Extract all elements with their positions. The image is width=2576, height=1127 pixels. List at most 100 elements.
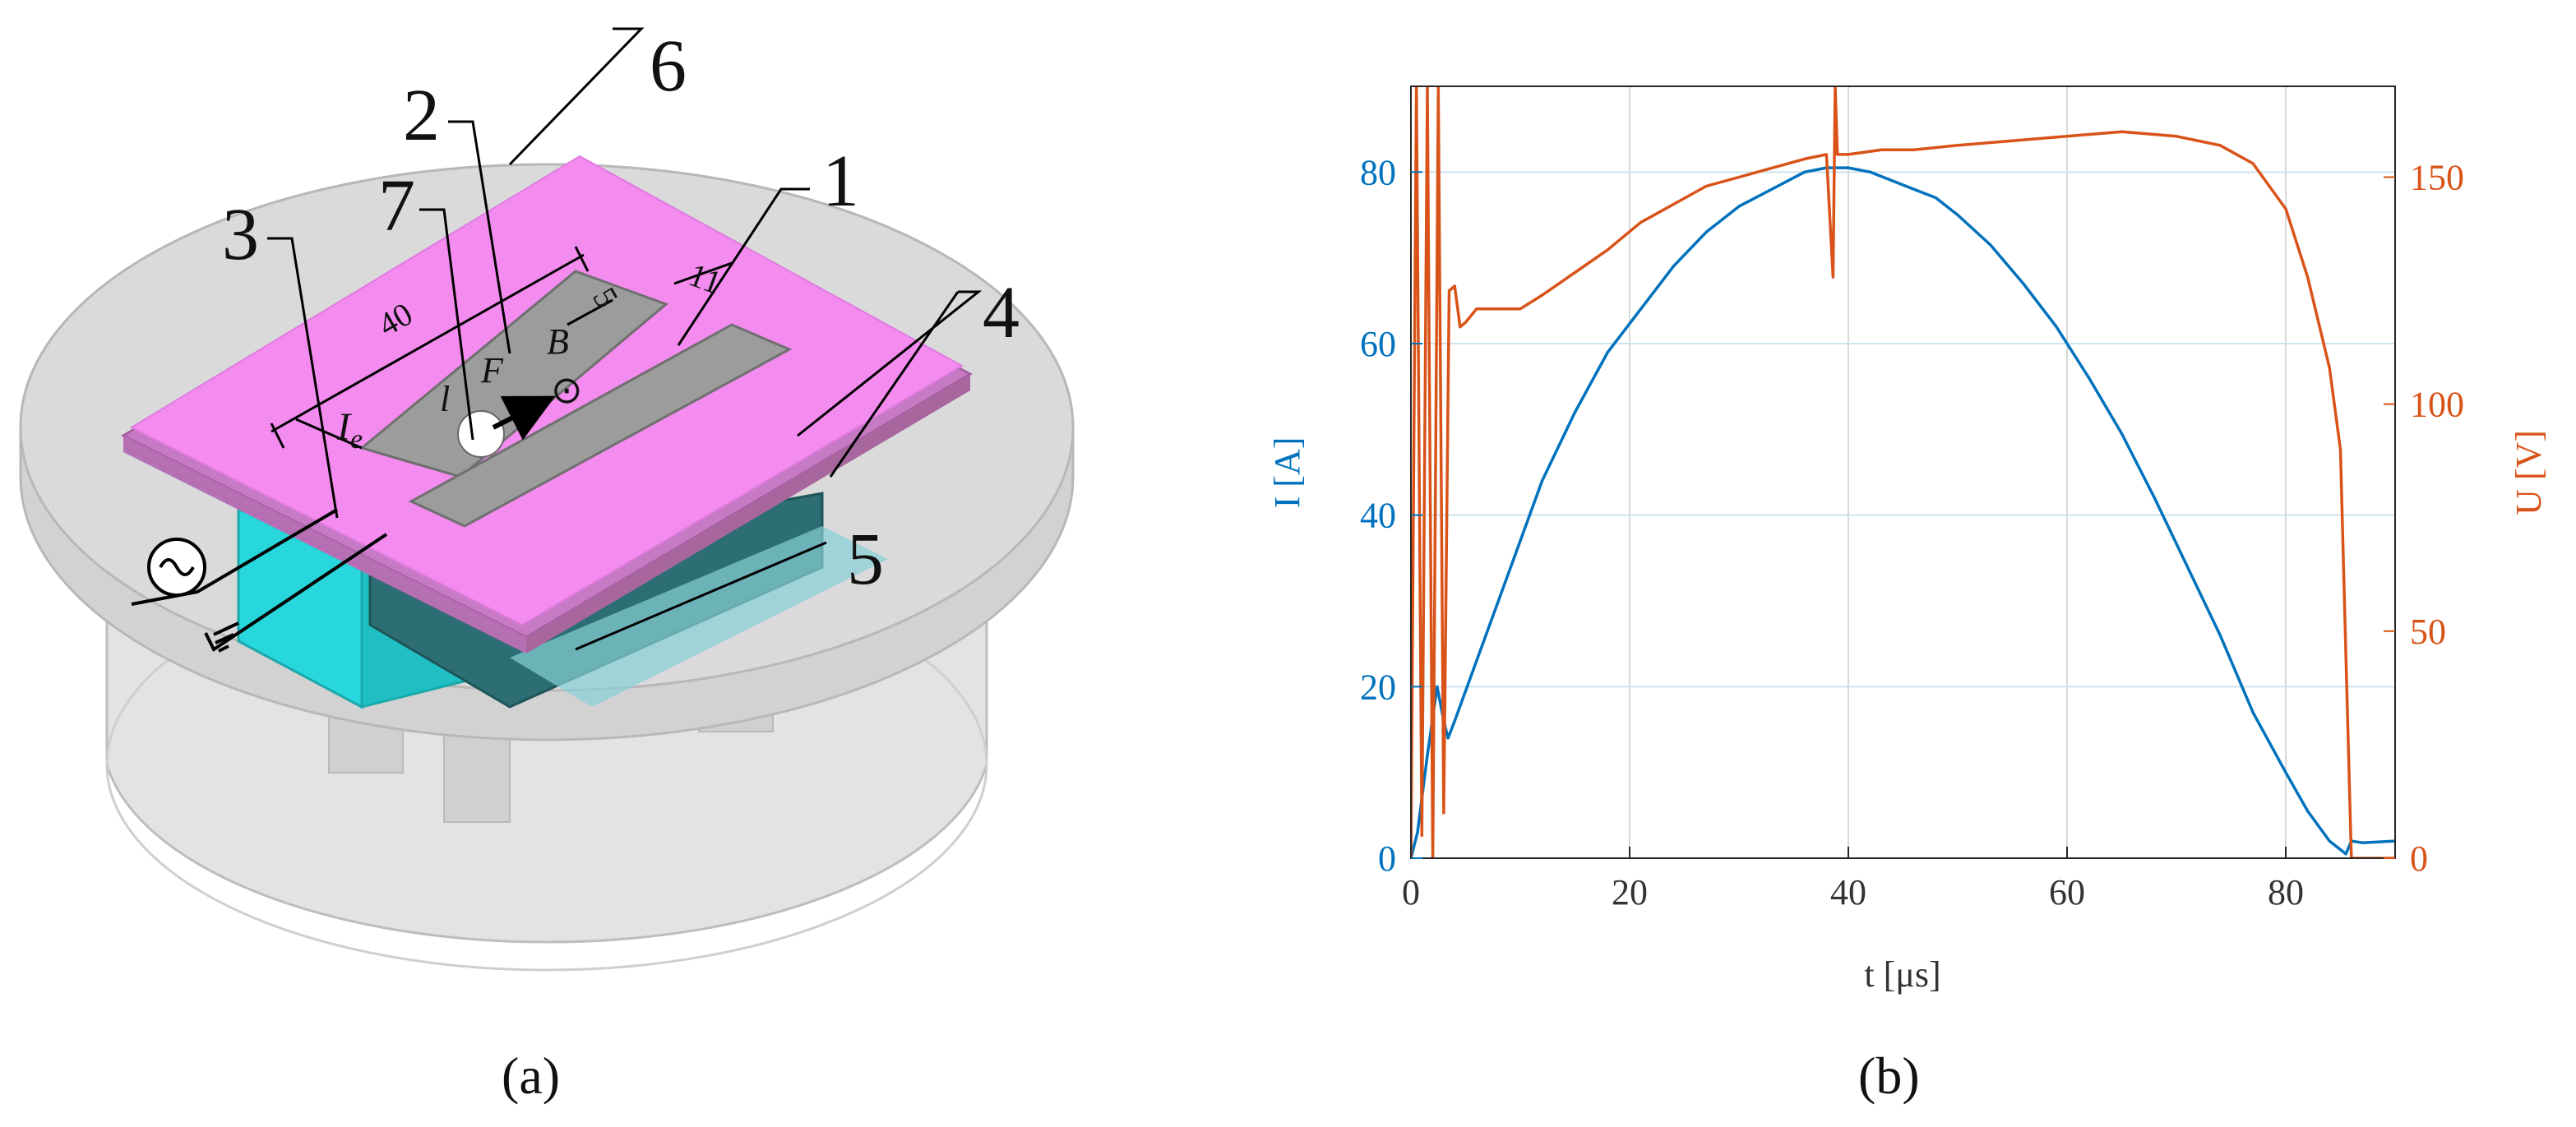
y-right-axis-label: U [V] (2509, 430, 2549, 515)
electrodes (358, 270, 793, 528)
data-point (2153, 497, 2156, 500)
data-point (1672, 265, 1675, 268)
y-right-tick-label: 150 (2410, 157, 2464, 197)
callout-5: 5 (847, 519, 884, 600)
data-point (1704, 230, 1708, 233)
data-point (1803, 170, 1806, 173)
data-point (1416, 831, 1419, 834)
data-point (2120, 432, 2123, 435)
y-left-tick-label: 60 (1360, 324, 1396, 364)
data-point (1459, 326, 1462, 329)
data-point (2361, 841, 2364, 844)
y-right-tick-label: 50 (2410, 612, 2446, 652)
data-point (1704, 185, 1708, 187)
data-point (1519, 539, 1522, 543)
series-line (1411, 166, 2395, 858)
data-point (1912, 148, 1916, 151)
data-point (2022, 282, 2025, 285)
data-point (1496, 307, 1500, 311)
data-point (2344, 652, 2347, 655)
data-point (1639, 221, 1642, 224)
panel-a-label: (a) (502, 1046, 560, 1105)
symbol-ie: Ie (336, 405, 363, 455)
data-point (2339, 448, 2342, 451)
data-point (2284, 207, 2287, 210)
data-point (1737, 205, 1741, 208)
data-point (1574, 411, 1576, 413)
ticks: 0 20 40 60 80 0 20 40 60 80 0 50 100 150 (1360, 152, 2464, 912)
data-point (1496, 599, 1500, 603)
data-point (1880, 148, 1883, 151)
plot-area (1411, 86, 2395, 858)
series-current (1411, 166, 2395, 858)
data-point (1606, 248, 1609, 252)
callout-6: 6 (650, 25, 687, 107)
data-point (1426, 754, 1429, 757)
callout-leaders (267, 27, 983, 651)
y-right-tick-label: 0 (2410, 838, 2428, 879)
data-point (1519, 307, 1522, 311)
device-schematic: ⊙ (19, 25, 1075, 972)
data-point (1541, 293, 1544, 297)
data-point (1989, 243, 1992, 247)
x-axis-label: t [μs] (1864, 954, 1940, 995)
data-point (2328, 839, 2331, 843)
callout-2: 2 (403, 75, 440, 156)
data-point (1847, 153, 1850, 156)
data-point (2251, 162, 2255, 165)
data-point (1672, 203, 1675, 206)
data-point (1912, 187, 1916, 191)
data-point (2185, 565, 2189, 568)
arc-gap (457, 410, 505, 458)
callout-4: 4 (983, 272, 1020, 353)
data-point (2306, 810, 2310, 813)
y-left-tick-label: 0 (1378, 838, 1396, 879)
data-point (2284, 771, 2287, 774)
data-point (1541, 479, 1544, 483)
data-point (2328, 367, 2331, 369)
data-point (1475, 659, 1478, 663)
data-point (1770, 187, 1774, 191)
y-left-axis-label: I [A] (1267, 437, 1307, 509)
plot-frame (1410, 85, 2396, 859)
data-point (1956, 144, 1959, 147)
x-tick-label: 0 (1402, 872, 1420, 912)
current-voltage-chart: 0 20 40 60 80 0 20 40 60 80 0 50 100 150 t [μs] I [A]… (1267, 85, 2549, 995)
data-point (1475, 307, 1478, 311)
data-point (2088, 376, 2091, 380)
x-tick-label: 40 (1830, 872, 1866, 912)
data-point (1606, 350, 1609, 353)
electrode-right (408, 323, 793, 528)
data-point (1639, 307, 1642, 311)
x-tick-label: 20 (1612, 872, 1648, 912)
x-tick-label: 80 (2268, 872, 2304, 912)
data-point (1737, 176, 1741, 178)
series-voltage (1411, 86, 2395, 858)
data-point (2306, 275, 2310, 279)
data-point (1869, 170, 1872, 173)
callout-7: 7 (378, 165, 415, 247)
y-right-tick-label: 100 (2410, 385, 2464, 425)
data-point (1803, 157, 1806, 160)
x-tick-label: 60 (2049, 872, 2085, 912)
data-point (1446, 737, 1450, 740)
data-point (2344, 852, 2347, 856)
data-point (2218, 144, 2222, 147)
data-point (1956, 214, 1959, 216)
data-point (1442, 811, 1445, 815)
data-point (1934, 196, 1937, 200)
symbol-l: l (440, 379, 450, 419)
data-point (1464, 321, 1467, 324)
data-point (1574, 271, 1576, 274)
callout-3: 3 (222, 194, 259, 275)
data-point (2218, 634, 2222, 637)
dimension-lines (270, 246, 733, 450)
symbol-B: B (547, 321, 569, 362)
data-point (1836, 153, 1839, 156)
data-point (2065, 135, 2069, 138)
data-point (1436, 685, 1439, 688)
data-point (1453, 284, 1456, 288)
data-point (1824, 153, 1828, 156)
y-left-tick-label: 40 (1360, 496, 1396, 536)
data-point (1770, 166, 1774, 169)
